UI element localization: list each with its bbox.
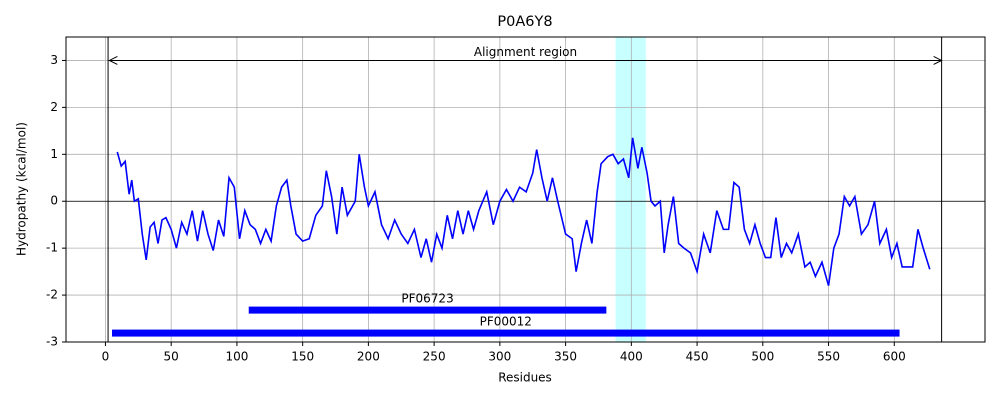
x-tick-label: 100 bbox=[225, 350, 248, 364]
x-tick-label: 0 bbox=[102, 350, 110, 364]
x-tick-label: 350 bbox=[554, 350, 577, 364]
y-tick-label: -2 bbox=[46, 288, 58, 302]
annotation-label: Alignment region bbox=[474, 45, 577, 59]
x-axis-label: Residues bbox=[498, 371, 552, 385]
domain-bar bbox=[112, 329, 900, 337]
x-tick-label: 150 bbox=[291, 350, 314, 364]
plot-frame bbox=[65, 36, 986, 343]
highlight-span bbox=[615, 37, 646, 342]
x-tick-label: 450 bbox=[686, 350, 709, 364]
y-tick-label: -3 bbox=[46, 335, 58, 349]
y-tick-label: 1 bbox=[50, 147, 58, 161]
x-tick-label: 600 bbox=[883, 350, 906, 364]
chart-title: P0A6Y8 bbox=[497, 14, 552, 30]
domain-bar bbox=[248, 306, 607, 314]
x-tick-label: 50 bbox=[164, 350, 179, 364]
y-tick-label: 3 bbox=[50, 53, 58, 67]
y-tick-label: -1 bbox=[46, 241, 58, 255]
x-tick-label: 200 bbox=[357, 350, 380, 364]
y-axis-label: Hydropathy (kcal/mol) bbox=[15, 122, 29, 256]
y-tick-label: 2 bbox=[50, 100, 58, 114]
x-tick-label: 250 bbox=[423, 350, 446, 364]
domain-label: PF06723 bbox=[401, 292, 453, 306]
domain-label: PF00012 bbox=[480, 315, 532, 329]
x-tick-label: 500 bbox=[751, 350, 774, 364]
hydropathy-line bbox=[116, 137, 931, 286]
x-tick-label: 400 bbox=[620, 350, 643, 364]
y-tick-label: 0 bbox=[50, 194, 58, 208]
x-tick-label: 550 bbox=[817, 350, 840, 364]
x-tick-label: 300 bbox=[488, 350, 511, 364]
